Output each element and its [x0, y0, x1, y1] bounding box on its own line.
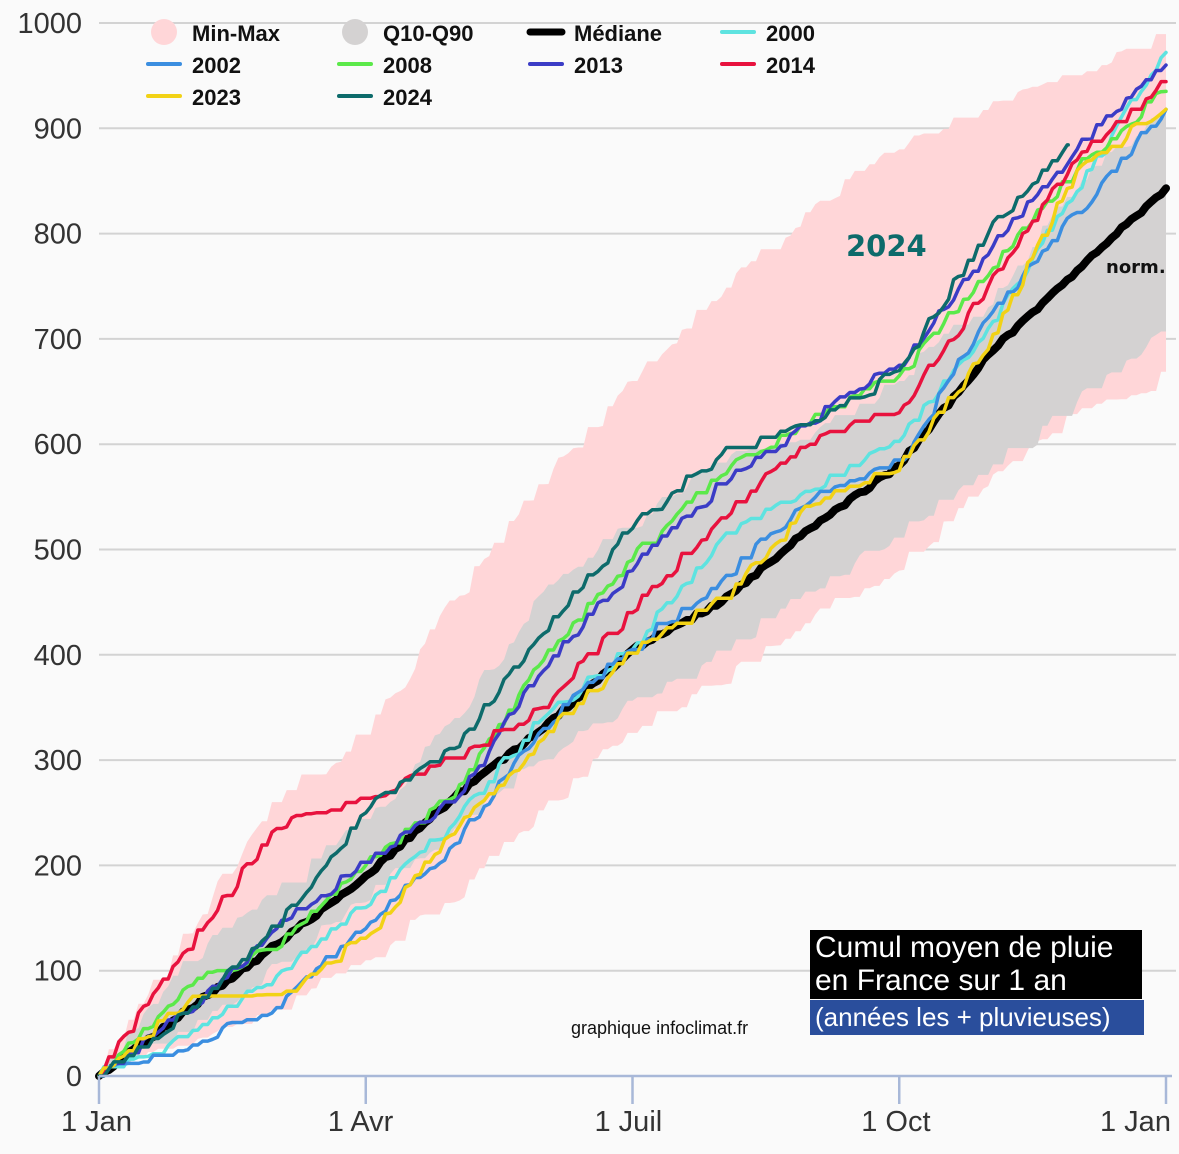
y-tick-label: 300 [34, 745, 82, 777]
y-tick-label: 500 [34, 535, 82, 567]
legend-label: 2024 [383, 85, 433, 110]
legend-item-min-max: Min-Max [151, 19, 281, 46]
annotations: 2024 norm. [846, 229, 1166, 278]
series-2023 [97, 107, 1168, 1078]
legend-item-2014: 2014 [720, 53, 816, 78]
series-lines [95, 50, 1170, 1080]
x-tick-label: 1 Jan [1100, 1106, 1171, 1138]
y-tick-label: 0 [66, 1061, 82, 1093]
legend-label: 2023 [192, 85, 241, 110]
legend-item-2000: 2000 [720, 21, 815, 46]
legend-label: 2008 [383, 53, 432, 78]
y-tick-label: 1000 [17, 8, 82, 40]
y-tick-label: 400 [34, 640, 82, 672]
y-tick-label: 900 [34, 113, 82, 145]
legend-item-2002: 2002 [146, 53, 241, 78]
chart-subtitle: (années les + pluvieuses) [815, 1002, 1111, 1032]
band-q10-q90 [99, 107, 1166, 1076]
legend-item-2013: 2013 [528, 53, 623, 78]
annotation-norm: norm. [1106, 257, 1166, 278]
axes: 0 100 200 300 400 500 600 700 800 900 1000 1 Jan 1 A… [17, 8, 1172, 1138]
legend-label: 2014 [766, 53, 816, 78]
legend-item-2024: 2024 [337, 85, 433, 110]
chart-title-line1: Cumul moyen de pluie [815, 931, 1114, 964]
legend-item-m-diane: Médiane [526, 21, 662, 46]
credit-text: graphique infoclimat.fr [571, 1018, 748, 1038]
series-2002 [97, 107, 1168, 1078]
legend: Min-Max Q10-Q90 Médiane 2000 2002 2008 2013 201… [146, 19, 816, 110]
y-tick-label: 800 [34, 219, 82, 251]
legend-label: 2013 [574, 53, 623, 78]
y-tick-label: 700 [34, 324, 82, 356]
legend-swatch [342, 19, 368, 45]
y-tick-label: 600 [34, 429, 82, 461]
series-2013 [97, 63, 1168, 1078]
x-tick-label: 1 Oct [861, 1106, 930, 1138]
series-2024 [97, 143, 1070, 1078]
subtitle-box [810, 1000, 1144, 1035]
legend-item-2008: 2008 [337, 53, 432, 78]
series-2008 [97, 89, 1168, 1078]
x-tick-label: 1 Jan [61, 1106, 132, 1138]
title-box [810, 930, 1142, 999]
chart-title-line2: en France sur 1 an [815, 964, 1067, 997]
y-tick-label: 200 [34, 850, 82, 882]
legend-item-q10-q90: Q10-Q90 [342, 19, 474, 46]
series-2014 [97, 79, 1168, 1078]
legend-label: Médiane [574, 21, 662, 46]
legend-swatch [151, 19, 177, 45]
x-tick-label: 1 Avr [328, 1106, 394, 1138]
bands [99, 34, 1166, 1077]
legend-label: Min-Max [192, 21, 281, 46]
legend-label: 2000 [766, 21, 815, 46]
y-tick-label: 100 [34, 956, 82, 988]
legend-label: 2002 [192, 53, 241, 78]
legend-label: Q10-Q90 [383, 21, 474, 46]
annotation-2024: 2024 [846, 229, 927, 263]
legend-item-2023: 2023 [146, 85, 241, 110]
x-tick-label: 1 Juil [595, 1106, 663, 1138]
